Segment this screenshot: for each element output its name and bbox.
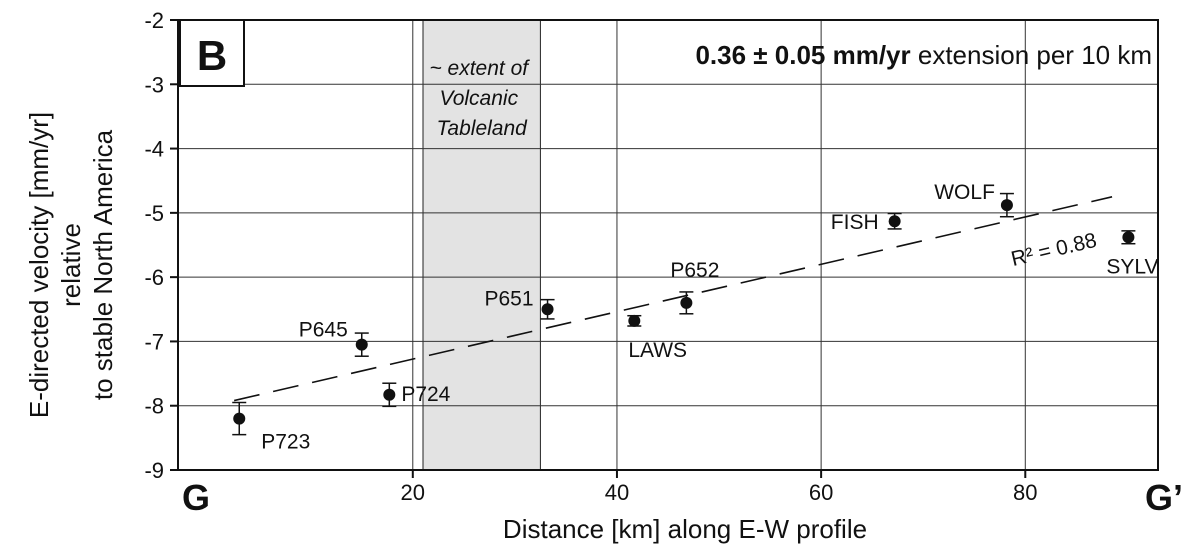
x-axis-title: Distance [km] along E-W profile xyxy=(503,514,867,544)
y-tick-label: -5 xyxy=(144,201,164,226)
data-point-p645 xyxy=(355,338,368,351)
y-tick-label: -9 xyxy=(144,458,164,483)
point-label-laws: LAWS xyxy=(628,339,687,362)
axis-ticks: -9 -8 -7 -6 -5 -4 -3 -2 20 40 60 80 xyxy=(144,8,1037,505)
data-point-fish xyxy=(888,215,901,228)
point-label-p723: P723 xyxy=(261,431,310,454)
plot-frame xyxy=(177,19,1159,471)
point-label-fish: FISH xyxy=(831,211,879,234)
profile-end-label: G’ xyxy=(1145,477,1183,518)
plot-area xyxy=(178,20,1158,470)
point-label-wolf: WOLF xyxy=(934,181,995,204)
headline-description: extension per 10 km xyxy=(911,40,1152,70)
y-axis-title-line-3: to stable North America xyxy=(88,129,118,400)
y-tick-label: -2 xyxy=(144,8,164,33)
panel-letter-box xyxy=(179,19,245,87)
data-points: P723 P645 P724 P651 LAWS P652 FISH WOLF SYLV xyxy=(232,181,1159,454)
data-point-p723 xyxy=(233,412,246,425)
x-tick-label: 20 xyxy=(401,480,425,505)
point-label-p652: P652 xyxy=(670,259,719,282)
data-point-p724 xyxy=(383,388,396,401)
band-label: ~ extent of Volcanic Tableland xyxy=(429,57,533,140)
headline-text: 0.36 ± 0.05 mm/yr extension per 10 km xyxy=(695,40,1152,70)
band-label-line-2: Volcanic xyxy=(439,87,518,110)
data-point-laws xyxy=(628,314,641,327)
y-tick-label: -4 xyxy=(144,137,164,162)
headline-rate: 0.36 ± 0.05 mm/yr xyxy=(695,40,910,70)
point-label-p651: P651 xyxy=(484,287,533,310)
profile-start-label: G xyxy=(182,477,210,518)
data-point-p651 xyxy=(541,303,554,316)
y-axis-title-line-2: relative xyxy=(56,223,86,307)
y-tick-label: -3 xyxy=(144,72,164,97)
y-tick-label: -8 xyxy=(144,394,164,419)
y-axis-title-line-1: E-directed velocity [mm/yr] xyxy=(24,112,54,418)
data-point-wolf xyxy=(1000,199,1013,212)
panel-letter: B xyxy=(197,32,227,79)
x-tick-label: 60 xyxy=(809,480,833,505)
gridlines xyxy=(178,20,1158,470)
regression-line xyxy=(233,196,1113,402)
point-label-sylv: SYLV xyxy=(1106,255,1158,278)
regression-line-dashed xyxy=(233,196,1113,402)
point-label-p645: P645 xyxy=(299,319,348,342)
band-label-line-3: Tableland xyxy=(437,117,529,140)
x-tick-label: 40 xyxy=(605,480,629,505)
volcanic-tableland-band xyxy=(422,19,541,471)
y-tick-label: -7 xyxy=(144,329,164,354)
data-point-p652 xyxy=(680,296,693,309)
point-label-p724: P724 xyxy=(401,383,450,406)
data-point-sylv xyxy=(1122,231,1135,244)
x-tick-label: 80 xyxy=(1013,480,1037,505)
y-tick-label: -6 xyxy=(144,265,164,290)
band-label-line-1: ~ extent of xyxy=(429,57,530,80)
